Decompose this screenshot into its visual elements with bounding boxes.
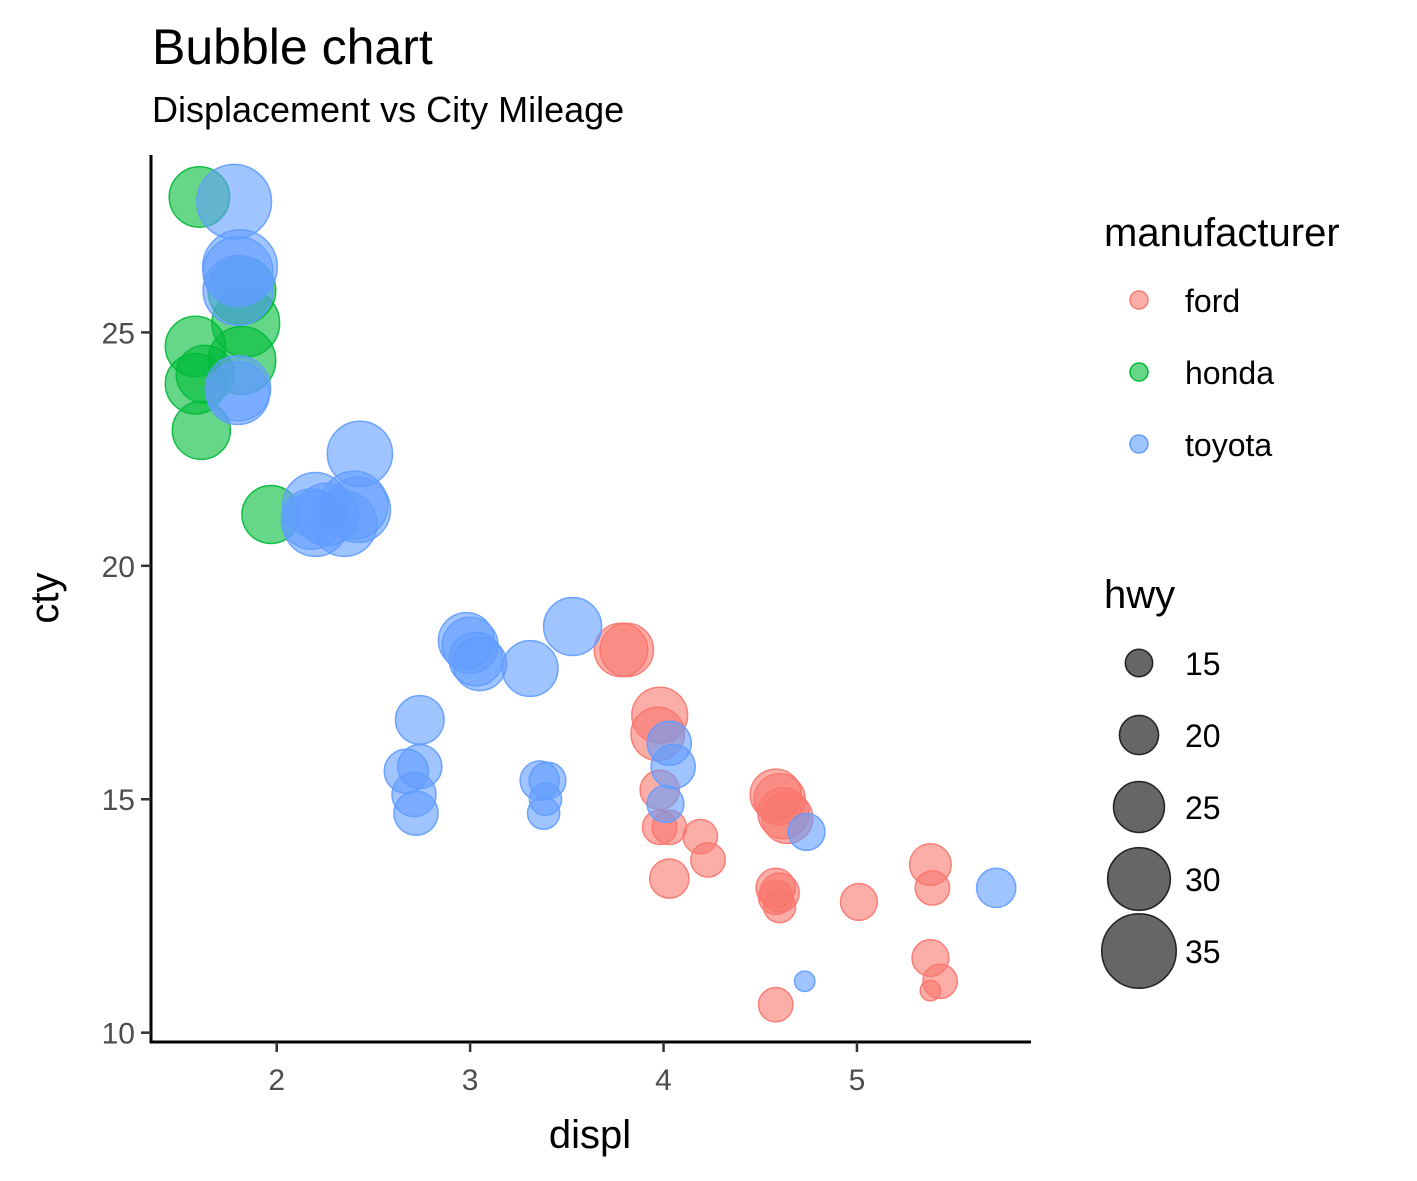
legend-size-key-25 — [1112, 780, 1166, 834]
point-toyota-5 — [205, 360, 271, 426]
point-ford-21 — [914, 869, 951, 906]
point-toyota-22 — [452, 636, 508, 692]
y-tick-label-15: 15 — [102, 784, 135, 817]
point-ford-9 — [648, 858, 690, 899]
legend-label-toyota: toyota — [1185, 427, 1272, 463]
legend-color: ford honda toyota — [1129, 283, 1274, 463]
point-ford-1 — [599, 622, 655, 678]
point-toyota-33 — [793, 970, 816, 993]
point-toyota-23 — [501, 639, 559, 698]
point-ford-24 — [919, 979, 942, 1002]
legend-size-key-30 — [1106, 846, 1172, 912]
x-axis-title: displ — [549, 1113, 631, 1157]
point-ford-8 — [690, 841, 726, 878]
x-tick-label-3: 3 — [462, 1064, 479, 1097]
legend-size-label-25: 25 — [1185, 790, 1221, 826]
legend-size-title: hwy — [1104, 573, 1175, 617]
x-tick-label-4: 4 — [655, 1064, 672, 1097]
legend-label-ford: ford — [1185, 283, 1240, 319]
chart-title: Bubble chart — [152, 19, 433, 75]
point-ford-17 — [762, 889, 797, 924]
x-axis-ticks: 2 3 4 5 — [268, 1042, 865, 1097]
legend-size-key-20 — [1118, 714, 1160, 756]
x-tick-label-2: 2 — [268, 1064, 285, 1097]
x-tick-label-5: 5 — [849, 1064, 866, 1097]
y-tick-label-10: 10 — [102, 1018, 135, 1051]
y-tick-label-20: 20 — [102, 551, 135, 584]
point-toyota-32 — [787, 812, 826, 852]
legend-label-honda: honda — [1185, 355, 1274, 391]
chart-subtitle: Displacement vs City Mileage — [152, 89, 624, 130]
point-toyota-28 — [526, 796, 561, 831]
point-toyota-24 — [542, 596, 603, 657]
legend-size-label-15: 15 — [1185, 646, 1221, 682]
point-toyota-34 — [975, 867, 1017, 909]
legend-key-ford — [1129, 290, 1149, 310]
point-toyota-17 — [393, 790, 439, 836]
legend-size-label-35: 35 — [1185, 934, 1221, 970]
legend-color-title: manufacturer — [1104, 211, 1340, 255]
data-points — [164, 163, 1017, 1023]
y-tick-label-25: 25 — [102, 317, 135, 350]
point-toyota-13 — [326, 420, 394, 488]
point-toyota-18 — [394, 694, 445, 745]
legend-size-label-20: 20 — [1185, 718, 1221, 754]
point-toyota-0 — [196, 163, 273, 240]
point-toyota-30 — [650, 743, 696, 790]
legend-size: 15 20 25 30 35 — [1100, 646, 1221, 990]
point-ford-18 — [757, 986, 794, 1023]
point-ford-19 — [839, 882, 879, 922]
legend-size-key-35 — [1100, 912, 1178, 990]
point-toyota-3 — [202, 254, 274, 327]
y-axis-ticks: 10 15 20 25 — [102, 317, 151, 1051]
legend-size-key-15 — [1124, 648, 1154, 678]
y-axis-title: cty — [23, 572, 67, 623]
point-toyota-31 — [646, 784, 685, 824]
legend-size-label-30: 30 — [1185, 862, 1221, 898]
legend-key-toyota — [1129, 434, 1149, 454]
legend-key-honda — [1129, 362, 1149, 382]
